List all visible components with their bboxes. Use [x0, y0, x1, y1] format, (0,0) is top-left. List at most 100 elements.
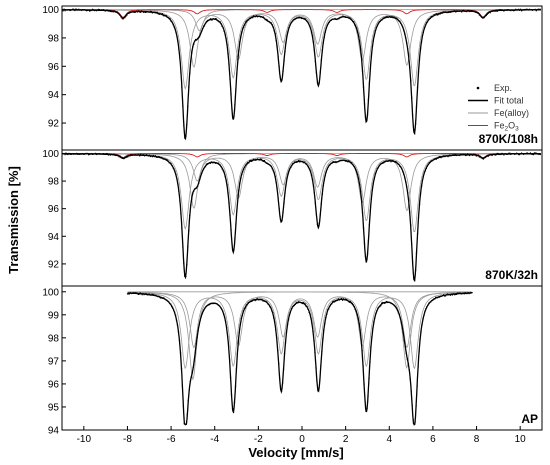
exp-point — [539, 153, 541, 156]
legend-entry: Fit total — [468, 96, 524, 106]
exp-point — [465, 154, 467, 157]
y-tick-label: 100 — [42, 5, 59, 16]
y-tick-label: 97 — [48, 356, 60, 367]
legend-entry: Exp. — [476, 83, 512, 93]
fe-alloy-component — [63, 153, 541, 182]
y-tick-label: 94 — [48, 426, 60, 437]
exp-point — [158, 13, 160, 15]
exp-point — [89, 10, 91, 12]
exp-point — [470, 10, 473, 12]
exp-point — [140, 153, 142, 155]
exp-point — [382, 301, 384, 304]
exp-point — [516, 152, 518, 154]
panel-2: 92 94 96 98 100 870K/32h — [42, 149, 543, 287]
exp-point — [435, 13, 437, 15]
exp-point — [78, 8, 80, 10]
exp-point — [151, 156, 153, 158]
fe2o3-component — [63, 153, 541, 159]
exp-point — [501, 152, 503, 154]
exp-point — [535, 10, 537, 12]
y-tick-label: 98 — [48, 33, 60, 44]
exp-point — [482, 158, 484, 160]
exp-point — [140, 11, 142, 13]
exp-point — [149, 10, 152, 12]
panel-label: AP — [521, 412, 538, 426]
exp-point — [105, 153, 107, 155]
panel-1: 92 94 96 98 100 870K/108h — [42, 5, 543, 151]
exp-point — [122, 18, 124, 20]
x-tick-label: 6 — [430, 434, 436, 445]
x-axis: -10 -8 -6 -4 -2 0 2 4 6 8 10 — [77, 426, 526, 445]
exp-point — [520, 8, 522, 10]
exp-point — [215, 18, 217, 20]
exp-point — [471, 292, 473, 294]
panel-label: 870K/32h — [485, 268, 538, 282]
legend-label: Exp. — [494, 83, 512, 93]
x-tick-label: -4 — [210, 434, 219, 445]
exp-point — [254, 300, 256, 302]
exp-point — [521, 10, 523, 12]
exp-point — [141, 294, 143, 296]
exp-point — [449, 294, 452, 296]
y-tick-label: 96 — [48, 204, 60, 215]
legend-entry: Fe2O3 — [468, 121, 519, 133]
exp-point — [381, 302, 383, 304]
exp-point — [439, 155, 441, 158]
x-tick-label: -8 — [123, 434, 132, 445]
exp-point — [503, 10, 505, 12]
exp-point — [152, 154, 154, 157]
exp-points — [62, 8, 541, 139]
fe2o3-component — [63, 9, 541, 18]
exp-point — [145, 11, 147, 13]
exp-point — [98, 9, 100, 11]
exp-point — [139, 292, 141, 294]
exp-point — [348, 301, 350, 303]
exp-point — [468, 9, 470, 11]
fe-alloy-component — [127, 292, 472, 370]
exp-point — [491, 154, 493, 156]
exp-point — [496, 152, 498, 155]
y-tick-label: 100 — [42, 149, 59, 160]
exp-point — [348, 160, 350, 162]
exp-point — [508, 152, 510, 154]
exp-point — [151, 293, 153, 295]
exp-points — [126, 291, 473, 426]
exp-point — [532, 154, 534, 156]
exp-point — [102, 9, 104, 11]
exp-point — [472, 153, 475, 155]
legend-label: Fit total — [494, 96, 524, 106]
exp-point — [515, 8, 517, 10]
exp-point — [295, 301, 297, 304]
exp-point — [437, 14, 439, 16]
fe-alloy-component — [63, 9, 541, 90]
exp-point — [127, 293, 129, 295]
exp-point — [109, 154, 111, 156]
y-tick-label: 94 — [48, 232, 60, 243]
exp-point — [134, 11, 136, 13]
panels-layer: 92949698100870K/108h92949698100870K/32h9… — [42, 5, 543, 437]
exp-point — [209, 18, 211, 20]
exp-point — [298, 159, 300, 162]
x-tick-label: 8 — [474, 434, 480, 445]
legend-swatch — [476, 86, 480, 90]
exp-point — [435, 296, 437, 298]
exp-point — [139, 155, 141, 157]
exp-point — [534, 152, 536, 154]
exp-point — [518, 154, 520, 156]
fe-alloy-component — [127, 291, 472, 369]
exp-point — [156, 11, 158, 13]
y-tick-label: 99 — [48, 310, 60, 321]
exp-point — [475, 155, 477, 157]
exp-point — [211, 19, 213, 21]
y-tick-label: 96 — [48, 62, 60, 73]
exp-point — [256, 298, 258, 300]
exp-point — [65, 152, 67, 154]
exp-point — [259, 158, 261, 160]
y-axis-title: Transmission [%] — [6, 166, 21, 274]
exp-point — [497, 152, 499, 155]
exp-point — [386, 300, 388, 303]
x-tick-label: 4 — [386, 434, 392, 445]
exp-point — [518, 8, 520, 10]
exp-point — [72, 8, 74, 10]
exp-point — [130, 154, 132, 156]
